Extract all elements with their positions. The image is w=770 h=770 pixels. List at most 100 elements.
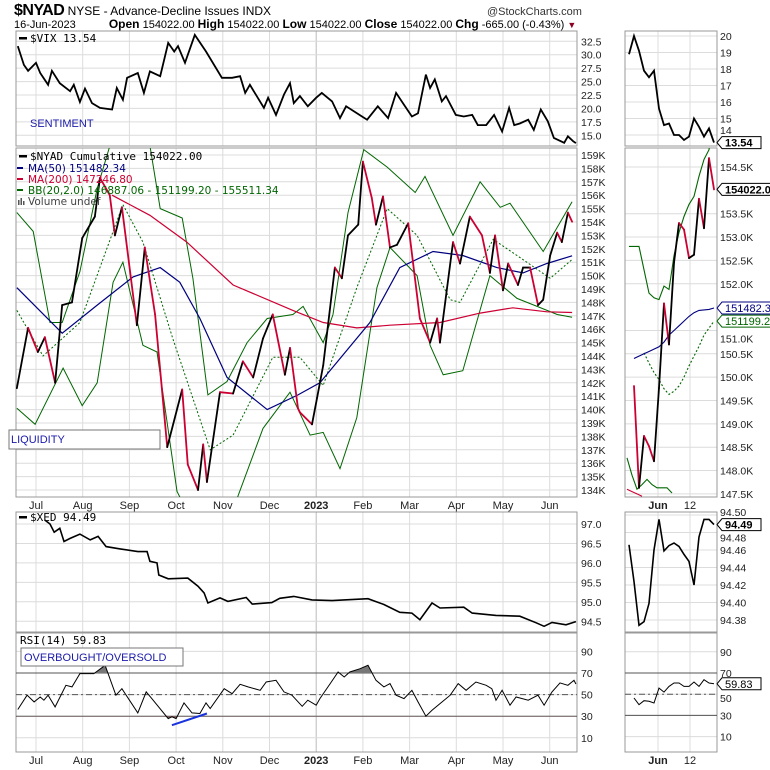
nyad-segment bbox=[262, 313, 274, 340]
month-label: Aug bbox=[73, 755, 93, 767]
xed-zoom-tick-label: 94.50 bbox=[720, 507, 746, 519]
vix-zoom-line bbox=[628, 32, 715, 143]
symbol: $NYAD bbox=[14, 2, 65, 19]
rsi-legend: RSI(14) 59.83 OVERBOUGHT/OVERSOLD bbox=[20, 634, 184, 667]
month-label: Mar bbox=[400, 500, 419, 512]
month-label: May bbox=[493, 500, 514, 512]
nyad-segment bbox=[241, 360, 255, 379]
nyad-segment bbox=[16, 326, 29, 390]
vix-line bbox=[16, 32, 577, 144]
bb-upper-zoom-line bbox=[629, 148, 710, 301]
main-tick-label: 145K bbox=[581, 338, 606, 350]
zoom-date-label: Jun bbox=[648, 755, 668, 767]
nyad-segment bbox=[382, 195, 391, 249]
open-value: 154022.00 bbox=[142, 19, 195, 31]
main-zoom-tick-label: 153.5K bbox=[720, 209, 753, 221]
nyad-zoom-segment bbox=[693, 197, 700, 256]
month-label: Nov bbox=[213, 755, 233, 767]
ma50-value-tag-box bbox=[716, 301, 770, 315]
rsi-line bbox=[17, 664, 577, 720]
xed-zoom-tick-label: 94.38 bbox=[720, 615, 746, 627]
symbol-description: NYSE - Advance-Decline Issues bbox=[67, 4, 240, 18]
vix-tick-label: 17.5 bbox=[581, 117, 602, 129]
month-label: Nov bbox=[213, 500, 233, 512]
nyad-segment bbox=[537, 298, 545, 306]
month-label: May bbox=[493, 755, 514, 767]
main-tick-label: 150K bbox=[581, 271, 606, 283]
nyad-segment bbox=[108, 194, 116, 237]
nyad-segment bbox=[567, 211, 574, 223]
vix-zoom-tick-label: 20 bbox=[720, 31, 732, 43]
xed-tick-label: 94.5 bbox=[581, 616, 602, 628]
panel-frames bbox=[15, 30, 718, 753]
volume-icon bbox=[18, 198, 25, 205]
rsi-zoom-line bbox=[633, 679, 715, 706]
vix-zoom-tick-label: 16 bbox=[720, 97, 732, 109]
xed-tick-label: 96.0 bbox=[581, 558, 602, 570]
bb-mid-value-tag-box bbox=[716, 314, 770, 328]
rsi-value-tag: 59.83 bbox=[716, 677, 762, 691]
nyad-zoom-segment bbox=[663, 302, 670, 346]
main-tick-label: 146K bbox=[581, 324, 606, 336]
nyad-segment bbox=[396, 222, 410, 246]
main-zoom-tick-label: 148.5K bbox=[720, 442, 753, 454]
ma200-line bbox=[111, 194, 573, 329]
close-label: Close bbox=[364, 17, 398, 31]
rsi-trendline bbox=[171, 712, 208, 727]
nyad-segment bbox=[333, 266, 343, 280]
vix-zoom-tick-label: 17 bbox=[720, 81, 732, 93]
vix-legend: $VIX 13.54 bbox=[19, 32, 97, 45]
exchange: INDX bbox=[242, 4, 272, 18]
rsi-zoom-tick-label: 50 bbox=[720, 693, 732, 705]
vix-value-tag: 13.54 bbox=[716, 136, 762, 150]
nyad-zoom-segment bbox=[643, 435, 650, 448]
ma200-legend-text: MA(200) 147246.80 bbox=[28, 174, 133, 186]
nyad-segment bbox=[166, 388, 184, 449]
high-label: High bbox=[197, 17, 225, 31]
nyad-zoom-segment bbox=[633, 385, 640, 489]
nyad-zoom-segment bbox=[683, 228, 690, 259]
nyad-segment bbox=[389, 243, 398, 249]
nyad-zoom-segment bbox=[703, 157, 710, 230]
bb-middle-line bbox=[16, 203, 573, 451]
main-tick-label: 156K bbox=[581, 190, 606, 202]
vix-legend-text: $VIX 13.54 bbox=[30, 32, 97, 45]
nyad-segment bbox=[459, 215, 471, 265]
vix-tick-label: 25.0 bbox=[581, 77, 602, 89]
nyad-segment bbox=[439, 241, 454, 344]
rsi-value-tag-box bbox=[716, 677, 762, 691]
rsi-zoom-tick-label: 90 bbox=[720, 647, 732, 659]
nyad-zoom-segment bbox=[638, 435, 645, 489]
nyad-segment bbox=[494, 234, 504, 292]
main-tick-label: 148K bbox=[581, 297, 606, 309]
nyad-segment bbox=[181, 388, 189, 466]
main-tick-label: 140K bbox=[581, 405, 606, 417]
xed-legend: $XED 94.49 bbox=[19, 511, 96, 524]
month-label: Apr bbox=[448, 500, 465, 512]
vix-zoom-tick-label: 14 bbox=[720, 125, 732, 137]
xed-zoom-tick-label: 94.48 bbox=[720, 533, 746, 545]
nyad-segment bbox=[271, 313, 286, 376]
bb-mid-value-tag: 151199.20 bbox=[716, 314, 770, 328]
main-panel-frame bbox=[15, 147, 578, 498]
xed-line bbox=[44, 519, 577, 628]
chg-value: -665.00 (-0.43%) bbox=[481, 19, 565, 31]
quote-date: 16-Jun-2023 bbox=[14, 19, 76, 31]
main-tick-label: 137K bbox=[581, 445, 606, 457]
month-label: 2023 bbox=[304, 755, 328, 767]
main-tick-label: 136K bbox=[581, 458, 606, 470]
month-label: Dec bbox=[260, 755, 280, 767]
nyad-zoom-segment bbox=[708, 157, 715, 191]
nyad-segment bbox=[556, 231, 563, 244]
high-value: 154022.00 bbox=[227, 19, 280, 31]
nyad-segment bbox=[219, 391, 234, 395]
nyad-legend-swatch bbox=[19, 155, 27, 158]
rsi-zoom-panel-frame bbox=[624, 632, 718, 753]
nyad-zoom-segment bbox=[653, 386, 660, 463]
nyad-segment bbox=[370, 196, 377, 226]
vix-zoom-tick-label: 19 bbox=[720, 48, 732, 60]
xed-panel-frame bbox=[15, 511, 578, 633]
nyad-segment bbox=[143, 246, 156, 316]
month-label: Jul bbox=[29, 755, 43, 767]
nyad-segment bbox=[232, 360, 244, 395]
